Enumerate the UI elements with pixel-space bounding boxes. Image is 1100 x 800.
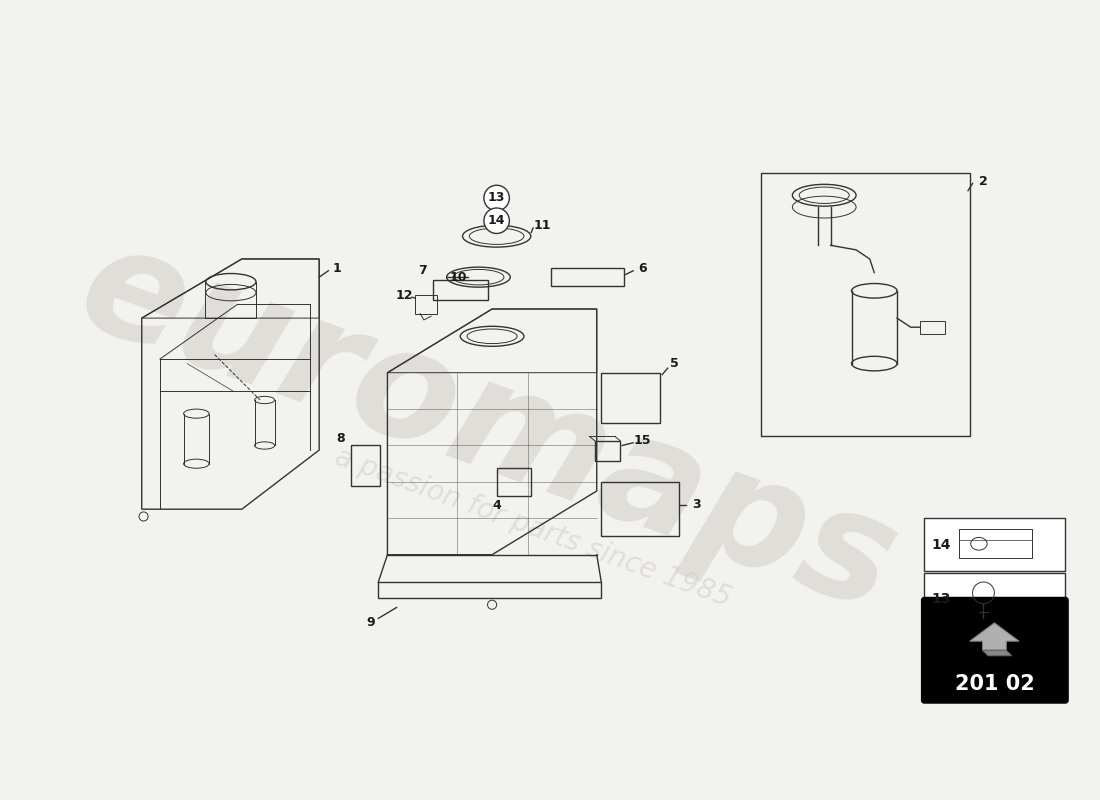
Text: 11: 11 bbox=[534, 218, 551, 232]
Text: 10: 10 bbox=[450, 270, 468, 284]
Text: 5: 5 bbox=[670, 357, 679, 370]
Text: 14: 14 bbox=[931, 538, 950, 552]
Polygon shape bbox=[970, 623, 1019, 650]
Text: a passion for parts since 1985: a passion for parts since 1985 bbox=[331, 442, 735, 612]
Bar bbox=[351, 446, 381, 486]
Bar bbox=[595, 441, 620, 461]
Text: 6: 6 bbox=[638, 262, 647, 274]
Text: euromaps: euromaps bbox=[60, 211, 915, 643]
Text: 12: 12 bbox=[395, 289, 412, 302]
Text: 9: 9 bbox=[366, 617, 375, 630]
Text: 2: 2 bbox=[979, 175, 988, 188]
Bar bbox=[496, 468, 531, 495]
Bar bbox=[551, 268, 624, 286]
Text: 13: 13 bbox=[931, 592, 950, 606]
Bar bbox=[920, 321, 945, 334]
Text: 3: 3 bbox=[693, 498, 701, 511]
Circle shape bbox=[484, 186, 509, 210]
Bar bbox=[415, 295, 438, 314]
Text: 7: 7 bbox=[418, 264, 427, 278]
Polygon shape bbox=[982, 650, 1012, 656]
Bar bbox=[433, 280, 487, 300]
Bar bbox=[959, 530, 1032, 558]
Bar bbox=[602, 482, 679, 537]
Bar bbox=[924, 573, 1066, 626]
Text: 14: 14 bbox=[488, 214, 505, 227]
Bar bbox=[602, 373, 660, 422]
Bar bbox=[924, 518, 1066, 571]
Bar bbox=[760, 173, 970, 436]
Circle shape bbox=[484, 208, 509, 234]
FancyBboxPatch shape bbox=[922, 598, 1068, 703]
Text: 13: 13 bbox=[488, 191, 505, 205]
Text: 15: 15 bbox=[634, 434, 651, 447]
Text: 1: 1 bbox=[333, 262, 342, 274]
Text: 4: 4 bbox=[493, 499, 500, 512]
Text: 8: 8 bbox=[336, 432, 344, 445]
Text: 201 02: 201 02 bbox=[955, 674, 1034, 694]
